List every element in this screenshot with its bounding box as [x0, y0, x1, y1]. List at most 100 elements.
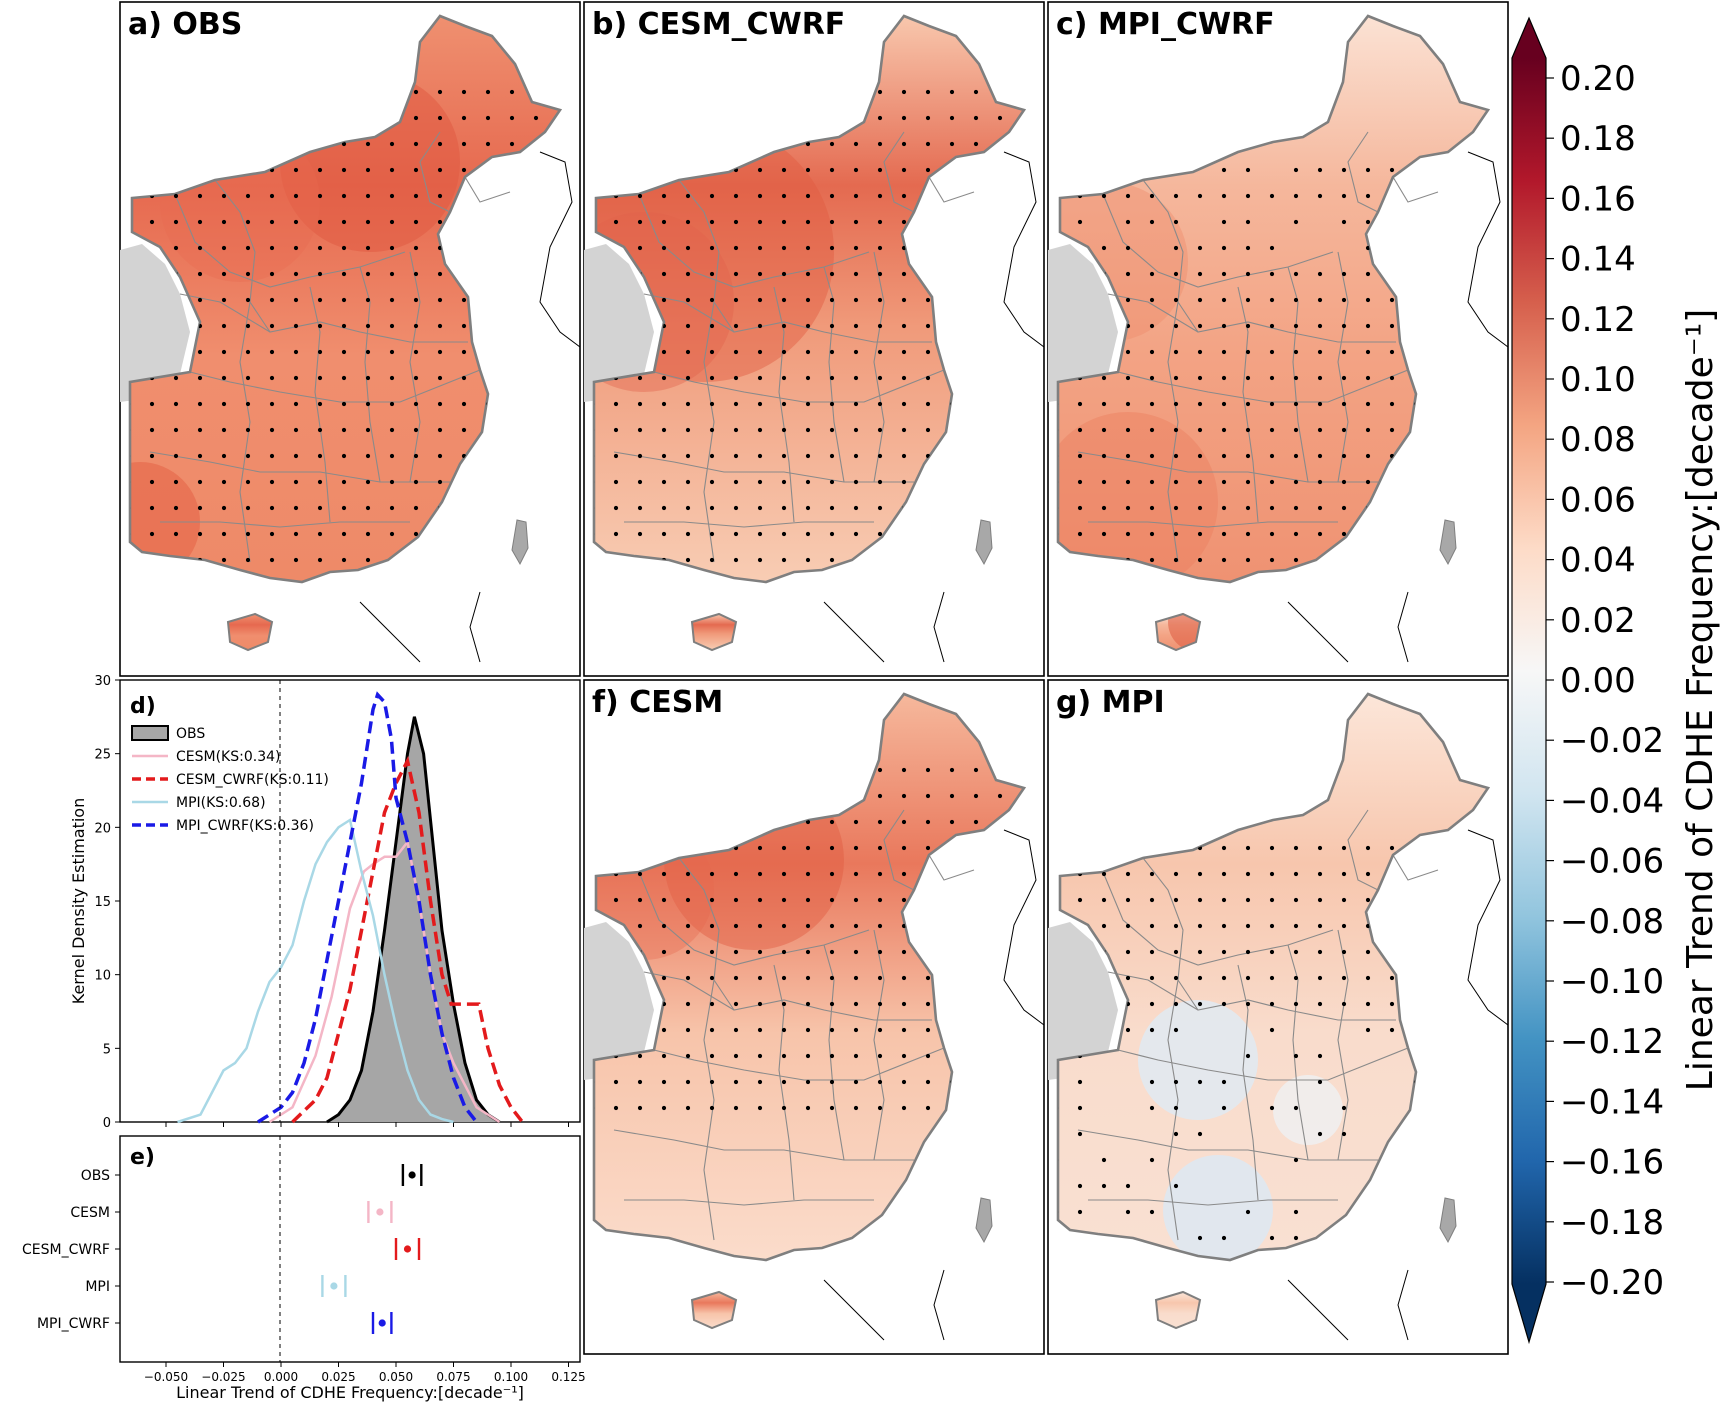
map-panel-title: c) MPI_CWRF	[1056, 7, 1275, 42]
neighbor-coastline	[1287, 1269, 1409, 1341]
trend-xtick-label: 0.000	[264, 1370, 298, 1384]
neighbor-coastline	[823, 591, 945, 663]
colorbar-tick-label: −0.18	[1560, 1203, 1664, 1243]
kde-ylabel: Kernel Density Estimation	[69, 798, 88, 1004]
colorbar-tick-label: −0.20	[1560, 1263, 1664, 1303]
map-panel-title: g) MPI	[1056, 685, 1165, 720]
trend-xtick-label: 0.025	[321, 1370, 355, 1384]
colorbar-tick-label: −0.04	[1560, 781, 1664, 821]
neighbor-coastline	[359, 591, 481, 663]
neighbor-coastline	[1003, 151, 1045, 348]
trend-mean-point	[378, 1319, 386, 1327]
colorbar-tick-label: 0.02	[1560, 601, 1636, 641]
country-border	[128, 14, 563, 584]
colorbar-tick-label: 0.14	[1560, 240, 1636, 280]
legend-label: MPI(KS:0.68)	[176, 795, 266, 811]
legend-label: OBS	[176, 726, 205, 742]
map-panel-cesm: f) CESM	[583, 679, 1045, 1355]
colorbar-tick-label: −0.02	[1560, 721, 1664, 761]
colorbar-tick-label: 0.06	[1560, 480, 1636, 520]
kde-panel-label: d)	[130, 694, 156, 719]
legend-label: CESM_CWRF(KS:0.11)	[176, 772, 329, 788]
trend-category-label: CESM	[70, 1205, 110, 1221]
kde-ytick-label: 10	[94, 969, 111, 984]
hainan-border	[1154, 1290, 1202, 1330]
trend-xtick-label: 0.075	[436, 1370, 470, 1384]
kde-ytick-label: 15	[94, 895, 111, 910]
colorbar-tick-label: −0.12	[1560, 1022, 1664, 1062]
trend-mean-point	[376, 1208, 384, 1216]
masked-region	[584, 922, 654, 1080]
province-boundaries	[1077, 809, 1439, 1241]
trend-xtick-label: 0.050	[379, 1370, 413, 1384]
colorbar-top-extend	[1512, 18, 1546, 58]
kde-ytick-label: 20	[94, 821, 111, 836]
kde-panel: 0 5 10 15 20 25 30 d) Kernel Density Estimatio…	[69, 674, 581, 1131]
country-border	[1056, 14, 1491, 584]
neighbor-coastline	[1467, 151, 1509, 348]
neighbor-coastline	[1467, 829, 1509, 1026]
colorbar-tick-label: −0.08	[1560, 902, 1664, 942]
kde-ytick-label: 0	[103, 1116, 111, 1131]
taiwan	[511, 519, 529, 566]
masked-region	[1048, 922, 1118, 1080]
kde-series-cesm_cwrf	[291, 755, 524, 1124]
trend-field-hainan	[692, 614, 736, 650]
colorbar-tick-label: 0.12	[1560, 300, 1636, 340]
masked-region	[584, 244, 654, 402]
country-border	[592, 14, 1027, 584]
colorbar-tick-label: 0.16	[1560, 179, 1636, 219]
colorbar-tick-label: −0.06	[1560, 842, 1664, 882]
trend-mean-point	[330, 1282, 338, 1290]
masked-region	[1048, 244, 1118, 402]
province-boundaries	[613, 809, 975, 1241]
neighbor-coastline	[539, 151, 581, 348]
trend-category-label: OBS	[81, 1168, 110, 1184]
taiwan	[1439, 519, 1457, 566]
colorbar-tick-label: 0.18	[1560, 119, 1636, 159]
trend-field-hainan	[1156, 1292, 1200, 1328]
colorbar-tick-label: −0.16	[1560, 1143, 1664, 1183]
trend-xtick-label: −0.050	[144, 1370, 188, 1384]
kde-frame	[119, 679, 581, 1123]
trend-field-hainan	[692, 1292, 736, 1328]
taiwan	[1439, 1197, 1457, 1244]
colorbar-tick-label: −0.14	[1560, 1082, 1664, 1122]
colorbar-gradient	[1512, 58, 1546, 1284]
map-panel-title: b) CESM_CWRF	[592, 7, 845, 42]
colorbar-tick-label: 0.08	[1560, 420, 1636, 460]
colorbar-tick-label: 0.04	[1560, 541, 1636, 581]
trend-panel: e) OBS CESM CESM_CWRF MPI MPI_CWRF −0.050 −0.…	[22, 1135, 586, 1402]
colorbar-bottom-extend	[1512, 1284, 1546, 1342]
kde-series-mpi_cwrf	[257, 691, 478, 1124]
kde-ytick-label: 30	[94, 674, 111, 689]
neighbor-coastline	[1003, 829, 1045, 1026]
kde-series-mpi	[177, 817, 454, 1124]
taiwan	[975, 519, 993, 566]
map-panel-mpi: g) MPI	[1047, 679, 1509, 1355]
legend-label: MPI_CWRF(KS:0.36)	[176, 818, 314, 834]
trend-mean-point	[408, 1171, 416, 1179]
province-boundaries	[149, 131, 511, 563]
trend-category-label: CESM_CWRF	[22, 1242, 110, 1258]
map-panel-title: f) CESM	[592, 685, 723, 720]
kde-ytick-label: 5	[103, 1042, 111, 1057]
colorbar-tick-label: 0.00	[1560, 661, 1636, 701]
trend-panel-label: e)	[130, 1145, 155, 1170]
trend-field-hainan	[228, 614, 272, 650]
neighbor-coastline	[823, 1269, 945, 1341]
map-panel-title: a) OBS	[128, 7, 242, 42]
trend-category-label: MPI	[85, 1279, 110, 1295]
legend-label: CESM(KS:0.34)	[176, 749, 280, 765]
trend-frame	[119, 1135, 581, 1363]
province-boundaries	[1077, 131, 1439, 563]
trend-xlabel: Linear Trend of CDHE Frequency:[decade⁻¹…	[176, 1383, 524, 1402]
kde-ytick-label: 25	[94, 748, 111, 763]
masked-region	[120, 244, 190, 402]
kde-series-cesm	[268, 839, 501, 1124]
country-border	[592, 692, 1027, 1262]
trend-category-label: MPI_CWRF	[37, 1316, 110, 1332]
colorbar: 0.20 0.18 0.16 0.14 0.12 0.10 0.08 0.06 0.04 0.02…	[1511, 16, 1721, 1345]
hainan-border	[226, 612, 274, 652]
